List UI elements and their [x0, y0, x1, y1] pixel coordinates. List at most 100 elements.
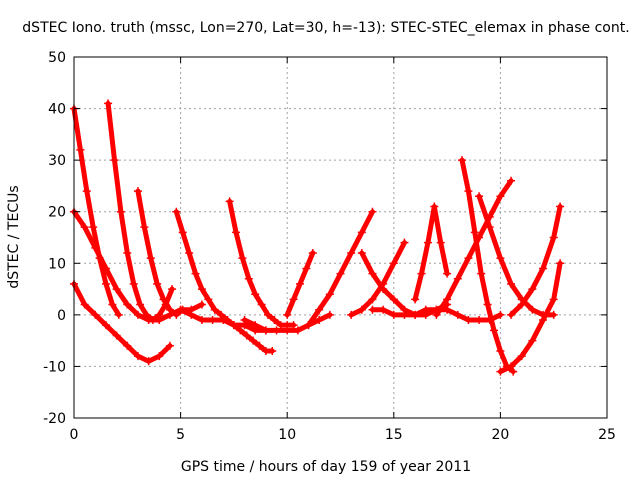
x-tick-label: 0	[70, 427, 79, 443]
data-point	[240, 316, 249, 325]
data-point	[464, 187, 473, 196]
data-point	[289, 295, 298, 304]
data-point	[485, 316, 494, 325]
data-point	[133, 310, 142, 319]
data-point	[101, 264, 110, 273]
data-point	[91, 310, 100, 319]
data-point	[389, 310, 398, 319]
series-arc13	[347, 238, 409, 319]
data-point	[325, 310, 334, 319]
data-point	[197, 316, 206, 325]
data-point	[82, 187, 91, 196]
data-point	[185, 248, 194, 257]
data-point	[549, 310, 558, 319]
data-point	[453, 310, 462, 319]
data-point	[116, 207, 125, 216]
data-point	[507, 310, 516, 319]
data-point	[172, 207, 181, 216]
data-point	[191, 269, 200, 278]
series-arc1	[70, 104, 123, 319]
data-point	[539, 316, 548, 325]
series-arc11	[304, 207, 377, 330]
data-point	[268, 346, 277, 355]
data-point	[219, 316, 228, 325]
data-point	[400, 238, 409, 247]
data-point	[293, 326, 302, 335]
data-point	[549, 233, 558, 242]
data-point	[101, 321, 110, 330]
data-point	[496, 310, 505, 319]
data-point	[244, 274, 253, 283]
data-point	[315, 316, 324, 325]
data-point	[483, 300, 492, 309]
plot-frame	[73, 56, 608, 419]
series-arc5	[70, 279, 174, 366]
data-point	[133, 352, 142, 361]
data-point	[556, 259, 565, 268]
data-point	[443, 295, 452, 304]
y-ticks: -20 -10 0 10 20 30 40 50	[43, 50, 607, 427]
data-point	[136, 300, 145, 309]
data-point	[347, 248, 356, 257]
data-point	[443, 269, 452, 278]
data-point	[112, 331, 121, 340]
series-trace	[348, 240, 407, 318]
x-tick-label: 10	[278, 427, 296, 443]
data-point	[133, 187, 142, 196]
data-point	[453, 274, 462, 283]
data-point	[302, 264, 311, 273]
data-point	[315, 305, 324, 314]
data-point	[430, 202, 439, 211]
data-point	[129, 279, 138, 288]
data-point	[325, 290, 334, 299]
x-tick-label: 20	[491, 427, 509, 443]
series-arc6	[172, 207, 277, 355]
x-tick-label: 25	[598, 427, 616, 443]
data-point	[153, 279, 162, 288]
data-point	[308, 248, 317, 257]
data-point	[172, 310, 181, 319]
data-point	[146, 254, 155, 263]
y-tick-label: 50	[48, 50, 66, 66]
series-arc18	[496, 259, 565, 376]
data-point	[432, 305, 441, 314]
data-point	[496, 192, 505, 201]
data-point	[112, 285, 121, 294]
y-tick-label: 10	[48, 256, 66, 272]
data-point	[89, 223, 98, 232]
data-point	[475, 316, 484, 325]
data-point	[490, 326, 499, 335]
data-point	[123, 300, 132, 309]
data-point	[144, 357, 153, 366]
y-tick-label: -10	[43, 359, 66, 375]
data-point	[423, 238, 432, 247]
y-tick-label: 40	[48, 102, 66, 118]
data-point	[556, 202, 565, 211]
data-point	[283, 310, 292, 319]
data-point	[379, 305, 388, 314]
data-point	[187, 310, 196, 319]
data-point	[264, 310, 273, 319]
data-point	[368, 269, 377, 278]
x-ticks: 0 5 10 15 20 25	[70, 57, 616, 443]
data-point	[436, 238, 445, 247]
series-trace	[71, 106, 122, 318]
data-point	[178, 228, 187, 237]
series-arc10	[283, 248, 317, 319]
data-point	[507, 176, 516, 185]
data-point	[507, 279, 516, 288]
data-point	[114, 310, 123, 319]
data-point	[197, 285, 206, 294]
data-point	[229, 321, 238, 330]
data-point	[517, 300, 526, 309]
data-point	[251, 290, 260, 299]
data-point	[108, 300, 117, 309]
data-point	[251, 321, 260, 330]
data-point	[528, 305, 537, 314]
data-point	[91, 243, 100, 252]
series-arc15	[432, 176, 516, 319]
data-point	[304, 321, 313, 330]
data-point	[249, 336, 258, 345]
data-point	[101, 279, 110, 288]
